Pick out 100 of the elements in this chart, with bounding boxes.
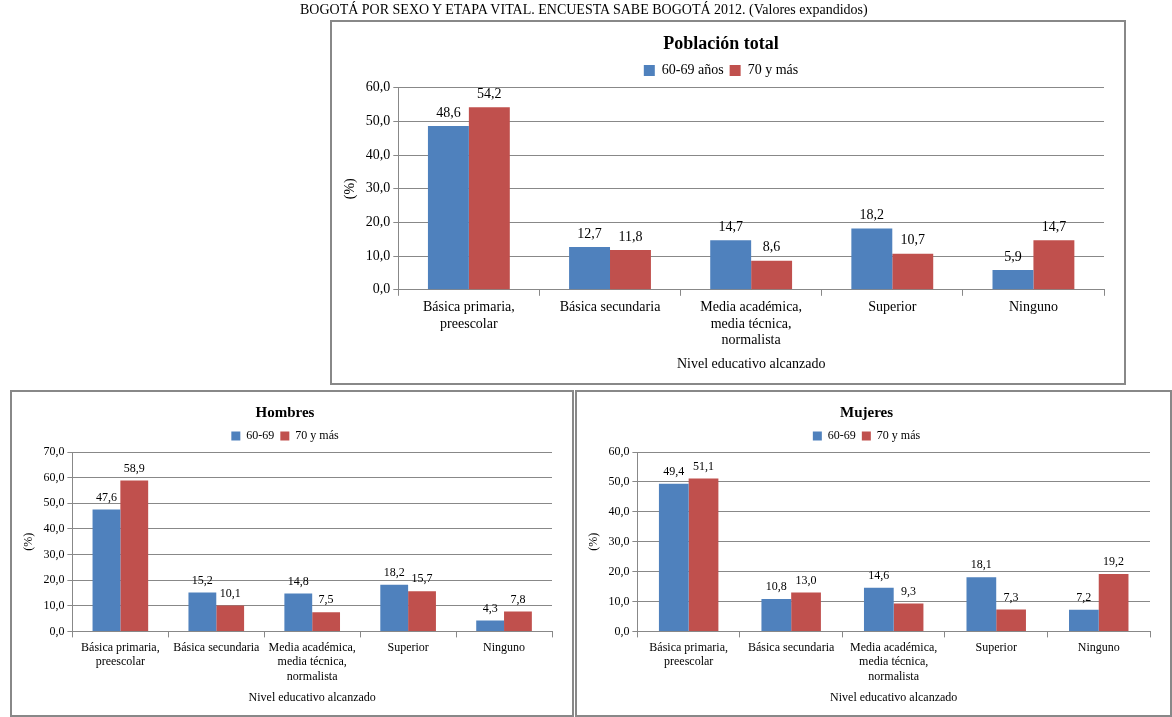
bar	[312, 612, 341, 631]
x-tick-label: Básica primaria, preescolar	[81, 639, 160, 669]
bar	[761, 599, 792, 631]
y-tick-label: 10,0	[365, 247, 391, 263]
bar	[892, 253, 934, 290]
y-tick-label: 0,0	[49, 623, 65, 638]
data-label: 4,3	[482, 600, 498, 615]
bar	[791, 592, 821, 631]
data-label: 11,8	[618, 228, 643, 244]
bar	[408, 591, 436, 631]
data-label: 48,6	[436, 104, 461, 120]
data-label: 12,7	[577, 225, 602, 241]
bar	[996, 609, 1026, 631]
x-axis-title: Nivel educativo alcanzado	[830, 689, 958, 704]
y-tick-label: 20,0	[43, 572, 65, 587]
y-tick-label: 30,0	[43, 546, 65, 561]
bar	[851, 228, 893, 290]
data-label: 9,3	[901, 583, 917, 598]
y-tick-label: 30,0	[365, 180, 391, 196]
bar	[751, 260, 793, 290]
chart-title: Población total	[663, 33, 779, 54]
bar	[1069, 609, 1099, 631]
data-label: 18,2	[859, 207, 885, 223]
legend-label: 70 y más	[295, 428, 339, 443]
text: BOGOTÁ POR SEXO Y ETAPA VITAL. ENCUESTA SABE BOGOTÁ 2012. (Valores expandidos)	[300, 1, 868, 19]
x-tick-label: Ninguno	[1008, 298, 1058, 314]
chart-title: Hombres	[255, 403, 315, 420]
data-label: 14,8	[287, 573, 309, 588]
bar	[966, 577, 997, 631]
data-label: 10,1	[219, 585, 241, 600]
data-label: 7,8	[510, 591, 526, 606]
legend-label: 70 y más	[747, 62, 799, 78]
y-tick-label: 60,0	[365, 79, 391, 95]
y-axis-title: (%)	[586, 532, 601, 551]
bar	[216, 605, 245, 631]
y-tick-label: 0,0	[614, 623, 630, 638]
data-label: 13,0	[795, 572, 817, 587]
legend-label: 60-69 años	[661, 62, 724, 78]
bar	[476, 620, 505, 631]
bar	[610, 250, 651, 290]
y-tick-label: 20,0	[608, 563, 630, 578]
y-tick-label: 60,0	[43, 469, 65, 484]
x-tick-label: Ninguno	[1077, 639, 1120, 654]
x-tick-label: Superior	[975, 639, 1017, 654]
data-label: 15,7	[411, 571, 433, 586]
legend-label: 70 y más	[876, 428, 921, 443]
legend-label: 60-69	[827, 428, 856, 443]
x-tick-label: Ninguno	[483, 639, 526, 654]
y-tick-label: 20,0	[365, 214, 391, 230]
data-label: 10,7	[900, 232, 926, 248]
data-label: 18,2	[383, 564, 405, 579]
x-axis-title: Nivel educativo alcanzado	[676, 356, 826, 372]
x-tick-label: Básica primaria, preescolar	[422, 298, 515, 331]
y-tick-label: 10,0	[43, 597, 65, 612]
bar	[569, 247, 611, 290]
y-tick-label: 40,0	[365, 146, 391, 162]
data-label: 7,3	[1003, 589, 1019, 604]
bar	[120, 480, 149, 631]
bar	[992, 269, 1034, 290]
x-tick-label: Básica primaria, preescolar	[649, 639, 728, 669]
y-tick-label: 50,0	[43, 495, 65, 510]
bar	[1033, 240, 1075, 290]
bar	[188, 592, 217, 631]
bar	[863, 587, 894, 631]
y-axis-title: (%)	[21, 532, 36, 551]
bar	[92, 509, 121, 631]
bar	[468, 107, 510, 290]
x-tick-label: Media académica, media técnica, normalista	[850, 639, 938, 683]
data-label: 15,2	[191, 572, 213, 587]
data-label: 58,9	[123, 460, 145, 475]
y-tick-label: 0,0	[372, 281, 391, 297]
data-label: 51,1	[693, 458, 715, 473]
x-tick-label: Media académica, media técnica, normalista	[700, 298, 803, 348]
data-label: 19,2	[1103, 554, 1125, 569]
data-label: 18,1	[970, 557, 992, 572]
data-label: 5,9	[1004, 248, 1022, 264]
x-tick-label: Superior	[387, 639, 429, 654]
y-tick-label: 10,0	[608, 593, 630, 608]
bar	[658, 483, 689, 631]
data-label: 7,5	[318, 592, 334, 607]
y-tick-label: 50,0	[365, 112, 391, 128]
x-tick-label: Básica secundaria	[559, 298, 662, 314]
x-tick-label: Media académica, media técnica, normalista	[268, 639, 356, 683]
y-tick-label: 40,0	[608, 503, 630, 518]
x-axis-title: Nivel educativo alcanzado	[248, 689, 376, 704]
bar	[380, 584, 409, 631]
data-label: 8,6	[762, 239, 781, 255]
y-tick-label: 70,0	[43, 444, 65, 459]
data-label: 14,7	[718, 218, 743, 234]
y-tick-label: 60,0	[608, 444, 630, 459]
data-label: 7,2	[1076, 590, 1092, 605]
bar	[893, 603, 924, 631]
data-label: 47,6	[95, 489, 117, 504]
data-label: 14,7	[1041, 218, 1067, 234]
x-tick-label: Básica secundaria	[748, 639, 835, 654]
x-tick-label: Superior	[868, 298, 917, 314]
bar	[710, 240, 752, 290]
data-label: 10,8	[765, 579, 787, 594]
legend-label: 60-69	[246, 428, 275, 443]
x-tick-label: Básica secundaria	[173, 639, 261, 654]
